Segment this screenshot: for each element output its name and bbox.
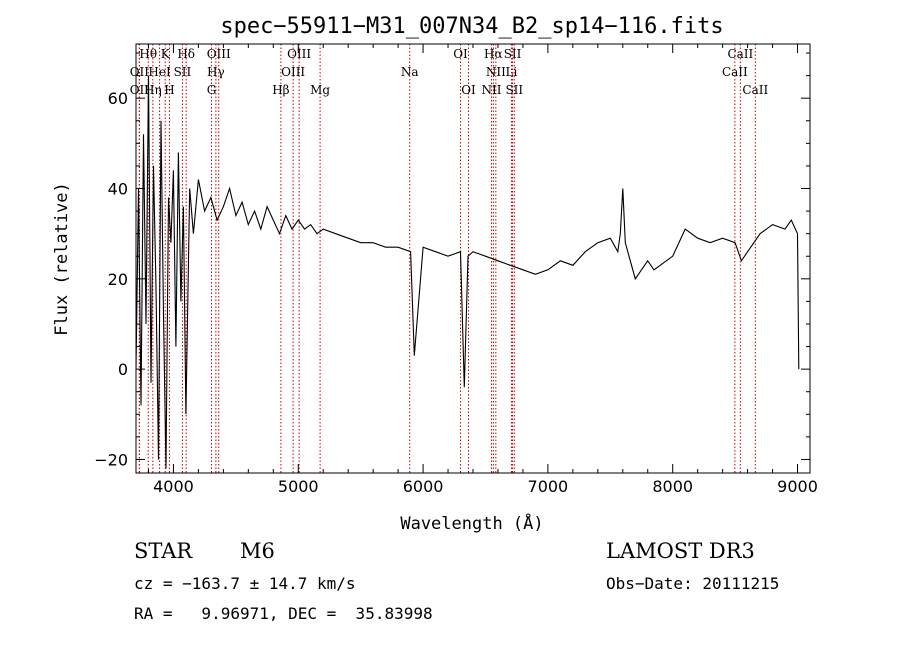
spectral-line-markers: [138, 44, 756, 473]
line-label: Li: [506, 65, 518, 79]
line-label: SII: [174, 65, 192, 79]
line-label: Hη: [144, 83, 162, 97]
line-label: SII: [504, 47, 522, 61]
x-tick-label: 5000: [278, 477, 319, 496]
line-label: Hβ: [272, 83, 289, 97]
line-label: HeI: [148, 65, 171, 79]
line-label: CaII: [742, 83, 768, 97]
line-label: H: [164, 83, 174, 97]
line-label: NII: [486, 65, 506, 79]
object-class: STAR: [134, 539, 193, 563]
line-label: Na: [401, 65, 419, 79]
y-tick-label: 20: [108, 270, 128, 289]
line-label: CaII: [727, 47, 753, 61]
line-label: OIII: [287, 47, 311, 61]
line-label: OII: [130, 83, 150, 97]
line-label: OI: [453, 47, 468, 61]
line-label: OII: [130, 65, 150, 79]
line-label: Mg: [310, 83, 330, 97]
y-tick-label: −20: [94, 450, 128, 469]
object-subclass: M6: [240, 539, 275, 563]
x-tick-label: 8000: [652, 477, 693, 496]
line-label: CaII: [722, 65, 748, 79]
line-label: Hθ: [139, 47, 157, 61]
line-label: Hα: [484, 47, 503, 61]
redshift-cz: cz = −163.7 ± 14.7 km/s: [134, 574, 356, 593]
line-label: SII: [505, 83, 523, 97]
x-tick-label: 9000: [777, 477, 818, 496]
x-tick-label: 6000: [403, 477, 444, 496]
x-axis-label: Wavelength (Å): [400, 512, 543, 534]
line-label: OI: [461, 83, 476, 97]
line-label: Hγ: [207, 65, 225, 79]
line-label: G: [207, 83, 217, 97]
y-tick-label: 60: [108, 89, 128, 108]
y-axis-label: Flux (relative): [52, 182, 72, 336]
line-label: K: [161, 47, 171, 61]
line-label: Hδ: [177, 47, 195, 61]
x-tick-label: 7000: [528, 477, 569, 496]
obs-date: Obs−Date: 20111215: [606, 574, 780, 593]
x-axis-ticks: 4000 5000 6000 7000 8000 9000: [147, 44, 818, 496]
survey-name: LAMOST DR3: [606, 539, 755, 563]
y-tick-label: 40: [108, 180, 128, 199]
x-tick-label: 4000: [153, 477, 194, 496]
y-tick-label: 0: [118, 360, 128, 379]
ra-dec: RA = 9.96971, DEC = 35.83998: [134, 604, 433, 623]
plot-frame: [135, 43, 811, 474]
line-label: NII: [481, 83, 501, 97]
flux-series-line: [135, 75, 800, 469]
chart-title: spec−55911−M31_007N34_B2_sp14−116.fits: [220, 14, 723, 39]
y-axis-ticks: −20 0 20 40 60: [94, 52, 810, 469]
line-label: OIII: [207, 47, 231, 61]
line-label: OIII: [281, 65, 305, 79]
